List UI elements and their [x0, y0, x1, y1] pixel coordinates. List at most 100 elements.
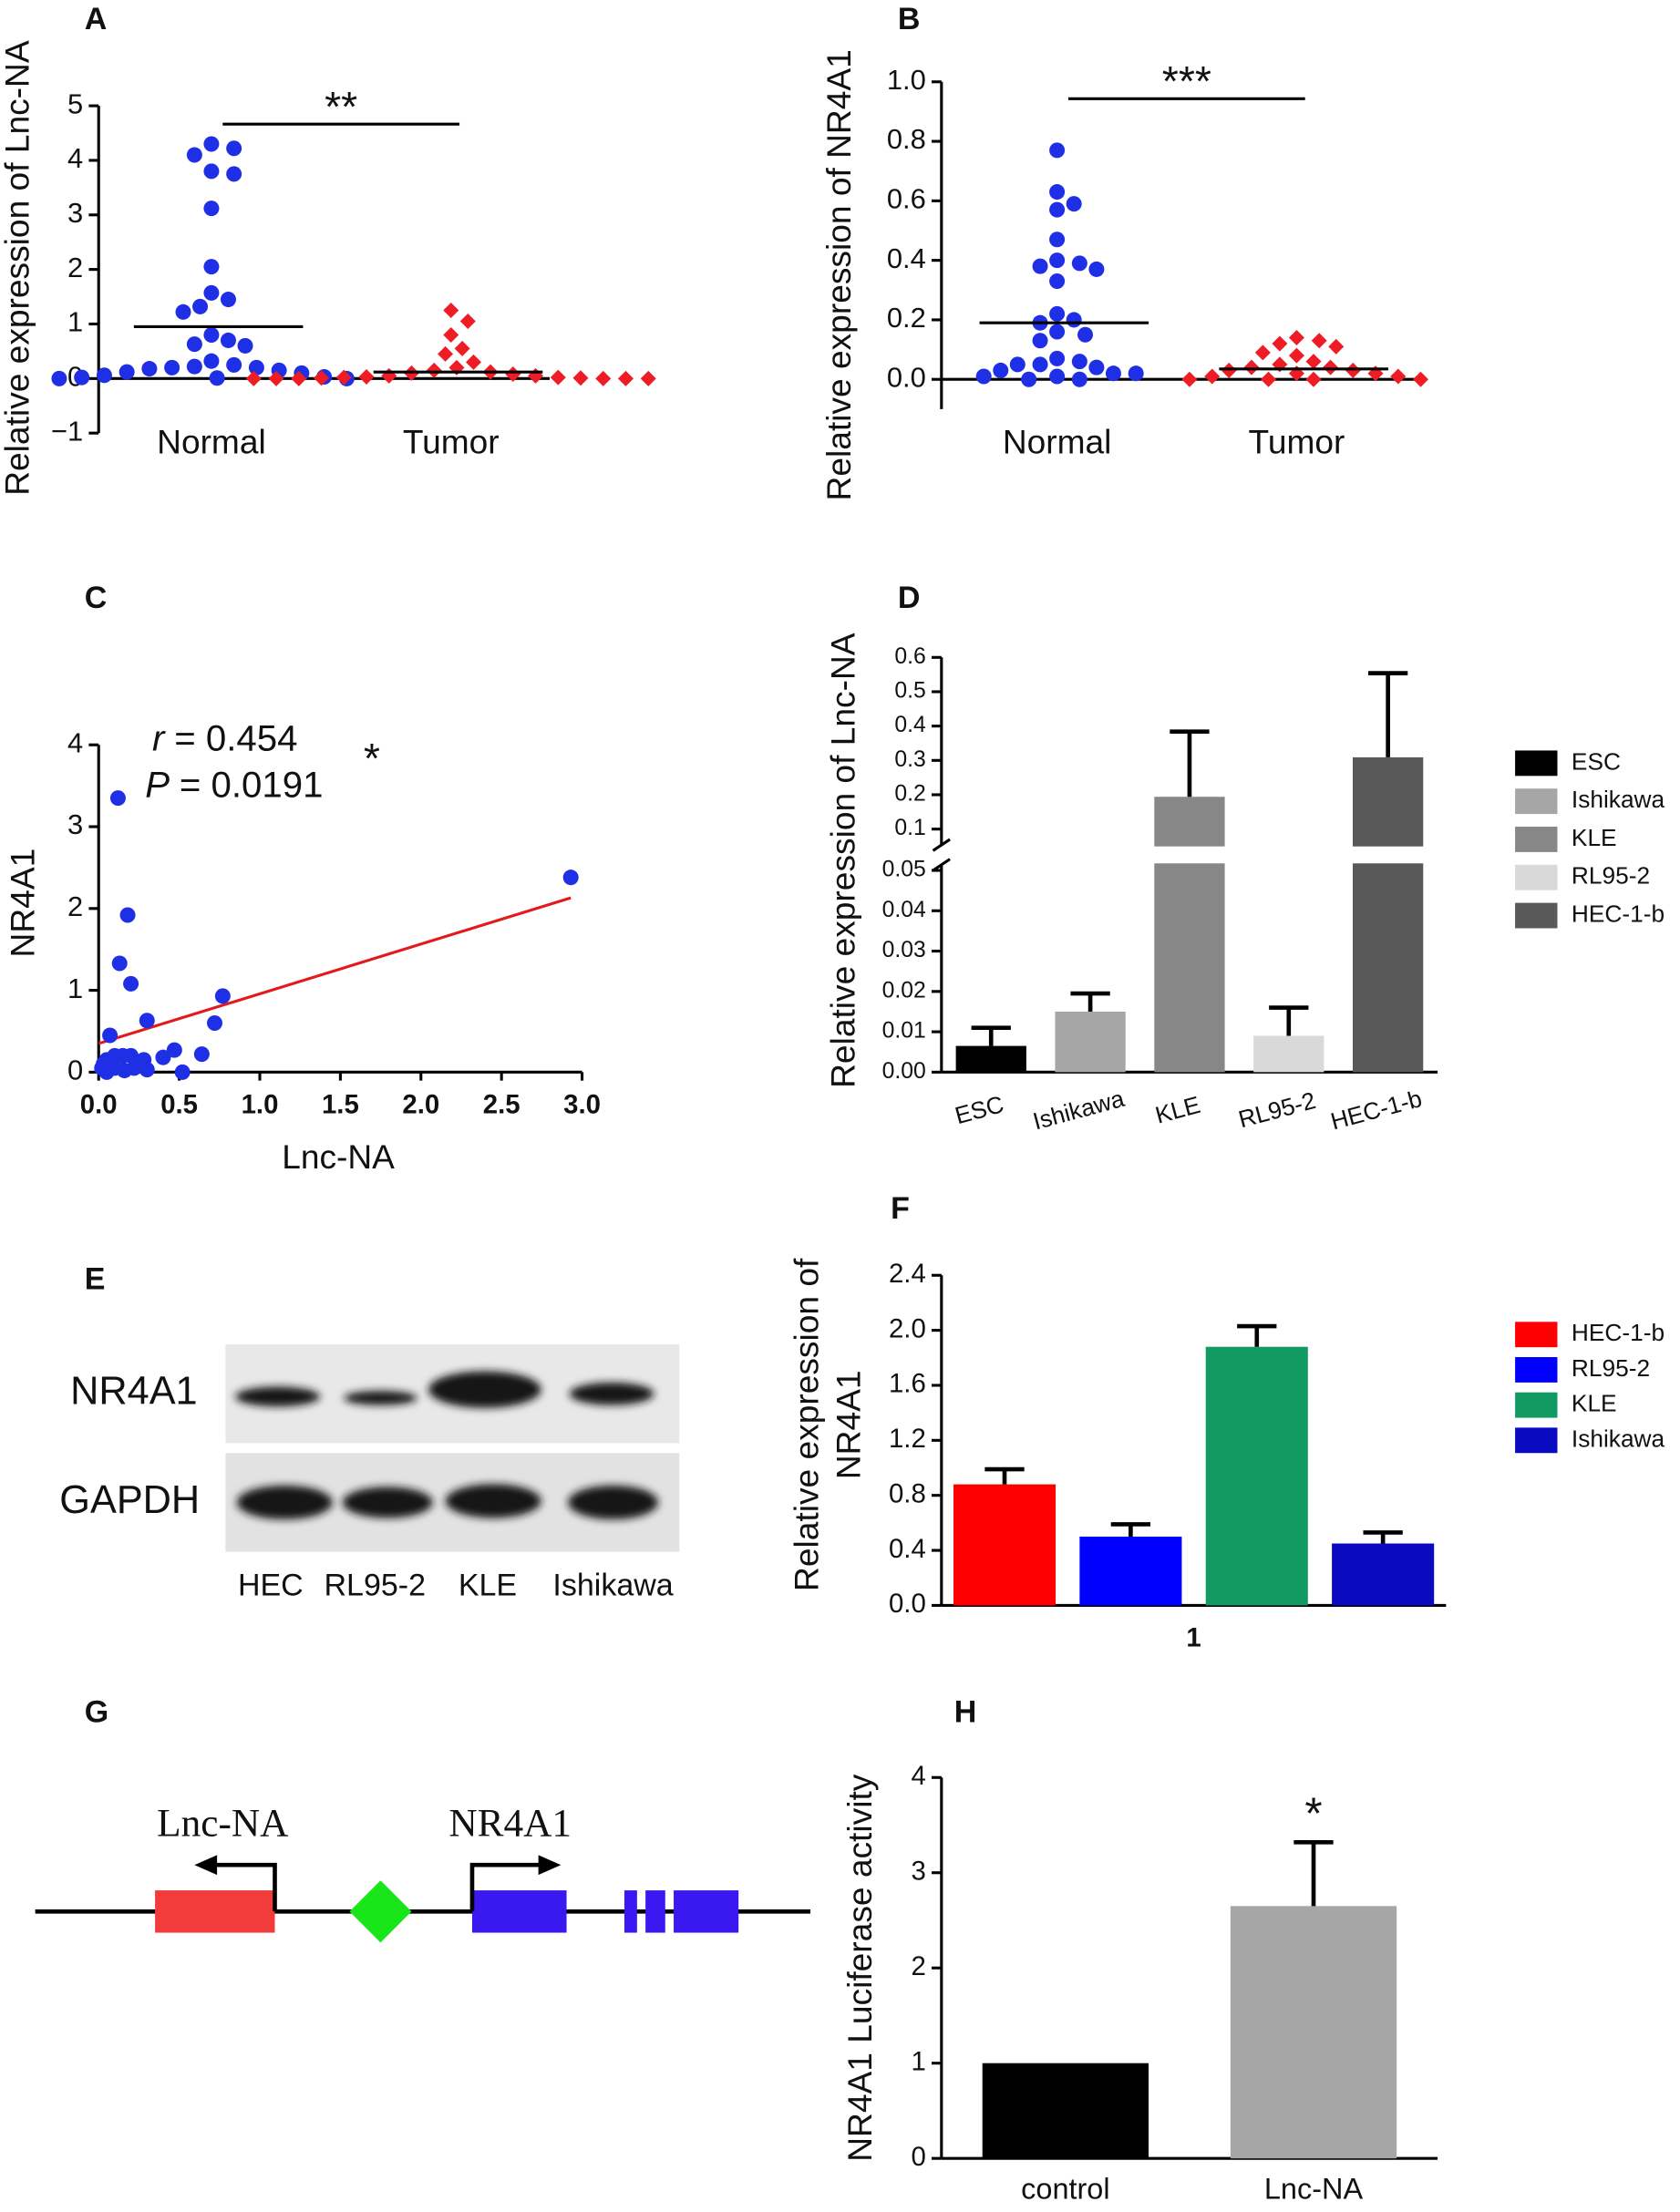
point [123, 975, 139, 992]
panel-letter: G [85, 1695, 108, 1730]
legend-label: Ishikawa [1572, 1425, 1665, 1452]
y-tick-label: 0.8 [889, 1478, 926, 1508]
x-tick-label: HEC-1-b [1328, 1085, 1425, 1135]
dot [1088, 359, 1105, 376]
error-bar [1110, 1522, 1151, 1537]
bar [1055, 1011, 1126, 1073]
lane-label: KLE [459, 1568, 517, 1602]
legend-swatch [1515, 1427, 1558, 1454]
dot [1021, 371, 1037, 387]
dot [164, 359, 180, 376]
dot [1311, 333, 1327, 349]
annotation-text: = 0.0191 [180, 764, 324, 805]
dot [1049, 184, 1066, 201]
error-bar [1170, 729, 1210, 797]
significance: * [1304, 1789, 1322, 1839]
panel-letter: H [954, 1695, 977, 1730]
band [568, 1485, 659, 1520]
row-label: NR4A1 [70, 1370, 198, 1414]
lane-label: Ishikawa [552, 1568, 673, 1602]
dot [443, 303, 459, 319]
y-tick-label: 0.3 [894, 747, 925, 772]
x-tick-label: control [1021, 2172, 1109, 2205]
arrow [469, 1862, 543, 1912]
y-tick-label: 2 [67, 890, 83, 922]
legend-label: ESC [1572, 747, 1621, 775]
y-tick-label: 1.6 [889, 1369, 926, 1399]
y-tick-label: 0.4 [894, 713, 926, 737]
bar [1154, 797, 1225, 1073]
point [111, 955, 128, 972]
dot [1049, 324, 1066, 340]
dot [459, 313, 476, 330]
dot [1390, 368, 1407, 385]
dot [617, 370, 634, 386]
band [235, 1386, 320, 1407]
y-tick-label: 4 [67, 142, 83, 174]
x-tick-label: RL95-2 [1235, 1086, 1318, 1133]
gene-map: G Lnc-NA NR4A1 [35, 1695, 811, 1943]
y-tick-label: 0 [911, 2142, 925, 2172]
dot [245, 370, 262, 386]
band [445, 1484, 541, 1518]
point [117, 1063, 133, 1079]
dot [192, 298, 209, 314]
y-tick-label: 4 [911, 1761, 925, 1791]
y-tick-label: 2 [67, 252, 83, 283]
dot [1032, 333, 1048, 349]
dot [1254, 345, 1271, 361]
bar [1332, 1543, 1435, 1606]
x-tick-label: Lnc-NA [1264, 2172, 1364, 2205]
error-bar [1070, 991, 1110, 1012]
x-tick-label: 2.5 [483, 1089, 520, 1119]
bar [1253, 1035, 1324, 1073]
lane-label: HEC [238, 1568, 304, 1602]
annotation: r = 0.454 [152, 717, 297, 758]
legend-swatch [1515, 1322, 1558, 1348]
dot [443, 326, 459, 343]
dot [175, 304, 191, 320]
y-tick-label: 0.4 [887, 242, 926, 274]
dot [186, 336, 202, 353]
panel-letter: A [85, 2, 108, 36]
exon [624, 1890, 637, 1933]
dot [1049, 252, 1066, 269]
y-axis-label: Relative expression of Lnc-NA [824, 633, 862, 1088]
band [342, 1487, 433, 1518]
x-tick-label: 0.0 [80, 1089, 118, 1119]
dot [226, 166, 242, 182]
y-axis-label: Relative expression of [787, 1258, 825, 1591]
dot [1288, 347, 1304, 364]
legend-label: KLE [1572, 824, 1617, 851]
x-tick-label: Tumor [1249, 422, 1345, 460]
annotation-symbol: P [145, 764, 170, 805]
dot [381, 367, 397, 384]
point [109, 790, 126, 807]
bar [1230, 1906, 1397, 2159]
error-bar [1269, 1005, 1309, 1036]
x-tick-label: Normal [1003, 422, 1112, 460]
point [562, 869, 579, 886]
y-tick-label: 3 [911, 1857, 925, 1887]
point [98, 1064, 115, 1080]
legend-swatch [1515, 902, 1558, 929]
band [569, 1382, 654, 1405]
dot [1049, 142, 1066, 159]
dot [358, 369, 375, 386]
y-tick-label: 0.05 [882, 858, 926, 882]
fit-line [98, 896, 572, 1045]
band [236, 1485, 333, 1520]
dot [1049, 231, 1066, 248]
y-tick-label: 3 [67, 808, 83, 840]
dot [1032, 356, 1048, 373]
point [139, 1062, 155, 1078]
point [166, 1042, 182, 1058]
y-tick-label: 3 [67, 197, 83, 229]
dot [465, 354, 482, 370]
dot [186, 147, 202, 163]
error-bar [1367, 671, 1408, 757]
x-tick-label: ESC [952, 1090, 1006, 1129]
dot [1049, 305, 1066, 322]
x-tick-label: 0.5 [160, 1089, 198, 1119]
dot [248, 359, 264, 376]
